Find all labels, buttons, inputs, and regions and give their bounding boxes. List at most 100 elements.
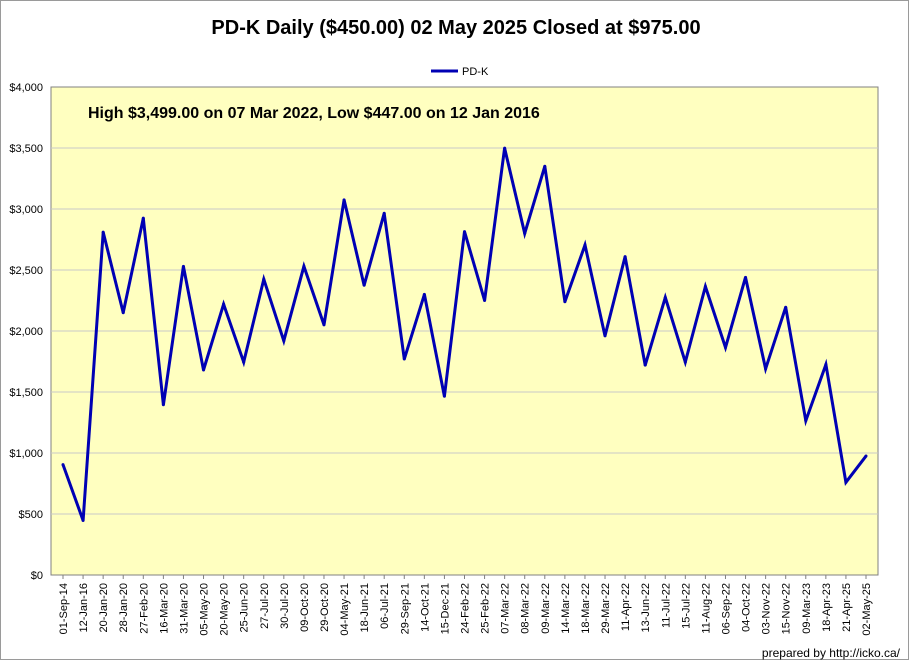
x-tick-label: 29-Sep-21: [399, 583, 411, 634]
data-point: [663, 295, 667, 299]
data-point: [302, 264, 306, 268]
data-point: [61, 463, 65, 467]
data-point: [764, 367, 768, 371]
footer-credit: prepared by http://icko.ca/: [762, 646, 901, 660]
data-point: [603, 334, 607, 338]
data-point: [202, 368, 206, 372]
x-tick-label: 18-Apr-23: [821, 583, 833, 632]
data-point: [342, 198, 346, 202]
data-point: [121, 311, 125, 315]
data-point: [442, 394, 446, 398]
x-tick-label: 09-Mar-22: [540, 583, 552, 634]
x-tick-label: 25-Jun-20: [239, 583, 251, 633]
x-tick-label: 15-Dec-21: [439, 583, 451, 634]
x-tick-label: 13-Jun-22: [640, 583, 652, 633]
series-pd-k: [61, 146, 868, 522]
legend: PD-K: [431, 66, 489, 78]
data-point: [161, 403, 165, 407]
data-point: [623, 255, 627, 259]
x-tick-label: 05-May-20: [199, 583, 211, 636]
legend-label: PD-K: [462, 66, 489, 78]
x-axis: 01-Sep-14 12-Jan-16 20-Jan-20 28-Jan-20 27-F…: [58, 575, 873, 636]
x-tick-label: 27-Jul-20: [259, 583, 271, 629]
y-tick-label: $2,000: [9, 326, 43, 338]
x-tick-label: 11-Apr-22: [620, 583, 632, 631]
data-point: [563, 300, 567, 304]
data-point: [222, 302, 226, 306]
x-tick-label: 29-Oct-20: [319, 583, 331, 632]
x-tick-label: 04-Oct-22: [741, 583, 753, 632]
data-point: [864, 454, 868, 458]
data-point: [804, 419, 808, 423]
y-tick-label: $3,500: [9, 143, 43, 155]
x-tick-label: 30-Jul-20: [279, 583, 291, 629]
x-tick-label: 29-Mar-22: [600, 583, 612, 634]
data-point: [483, 299, 487, 302]
chart-title: PD-K Daily ($450.00) 02 May 2025 Closed …: [211, 17, 700, 39]
x-tick-label: 24-Feb-22: [460, 583, 472, 634]
data-point: [723, 345, 727, 349]
x-tick-label: 20-Jan-20: [98, 583, 110, 633]
data-point: [703, 284, 707, 288]
data-point: [181, 264, 185, 268]
x-tick-label: 31-Mar-20: [178, 583, 190, 634]
data-point: [382, 211, 386, 215]
data-point: [824, 363, 828, 367]
y-axis: $0 $500 $1,000 $1,500 $2,000 $2,500 $3,000 $3,5…: [9, 82, 43, 582]
x-tick-label: 02-May-25: [861, 583, 873, 636]
x-tick-label: 20-May-20: [219, 583, 231, 636]
x-tick-label: 14-Oct-21: [419, 583, 431, 632]
y-tick-label: $1,000: [9, 448, 43, 460]
x-tick-label: 09-Mar-23: [801, 583, 813, 634]
x-tick-label: 28-Jan-20: [118, 583, 130, 633]
data-point: [282, 339, 286, 343]
x-tick-label: 18-Mar-22: [580, 583, 592, 634]
data-point: [643, 363, 647, 367]
data-point: [744, 275, 748, 279]
data-point: [422, 292, 426, 296]
x-tick-label: 01-Sep-14: [58, 583, 70, 634]
x-tick-label: 15-Nov-22: [781, 583, 793, 634]
x-tick-label: 18-Jun-21: [359, 583, 371, 633]
x-tick-label: 27-Feb-20: [138, 583, 150, 634]
data-point: [583, 243, 587, 247]
y-tick-label: $1,500: [9, 387, 43, 399]
data-point: [683, 360, 687, 364]
x-tick-label: 09-Oct-20: [299, 583, 311, 632]
x-tick-label: 12-Jan-16: [78, 583, 90, 633]
x-tick-label: 07-Mar-22: [500, 583, 512, 634]
x-tick-label: 14-Mar-22: [560, 583, 572, 634]
grid-lines: [51, 147, 878, 515]
data-point: [543, 164, 547, 168]
y-tick-label: $500: [19, 509, 43, 521]
x-tick-label: 11-Aug-22: [700, 583, 712, 634]
data-point: [362, 283, 366, 287]
x-tick-label: 03-Nov-22: [761, 583, 773, 634]
data-point: [402, 357, 406, 361]
data-point: [141, 216, 145, 220]
x-tick-label: 04-May-21: [339, 583, 351, 636]
y-tick-label: $4,000: [9, 82, 43, 94]
x-tick-label: 08-Mar-22: [520, 583, 532, 634]
data-point: [262, 277, 266, 281]
data-point: [242, 360, 246, 364]
y-tick-label: $0: [31, 570, 43, 582]
data-point: [101, 230, 105, 234]
data-point: [81, 518, 85, 522]
data-point: [463, 230, 466, 234]
high-low-annotation: High $3,499.00 on 07 Mar 2022, Low $447.…: [88, 105, 540, 122]
x-tick-label: 16-Mar-20: [158, 583, 170, 634]
data-point: [322, 323, 326, 327]
x-tick-label: 06-Jul-21: [379, 583, 391, 629]
x-tick-label: 25-Feb-22: [480, 583, 492, 634]
data-point: [844, 480, 848, 484]
x-tick-label: 06-Sep-22: [720, 583, 732, 634]
y-tick-label: $3,000: [9, 204, 43, 216]
x-tick-label: 15-Jul-22: [680, 583, 692, 629]
x-tick-label: 21-Apr-25: [841, 583, 853, 632]
data-point: [523, 231, 527, 235]
y-tick-label: $2,500: [9, 265, 43, 277]
data-point: [503, 146, 507, 150]
